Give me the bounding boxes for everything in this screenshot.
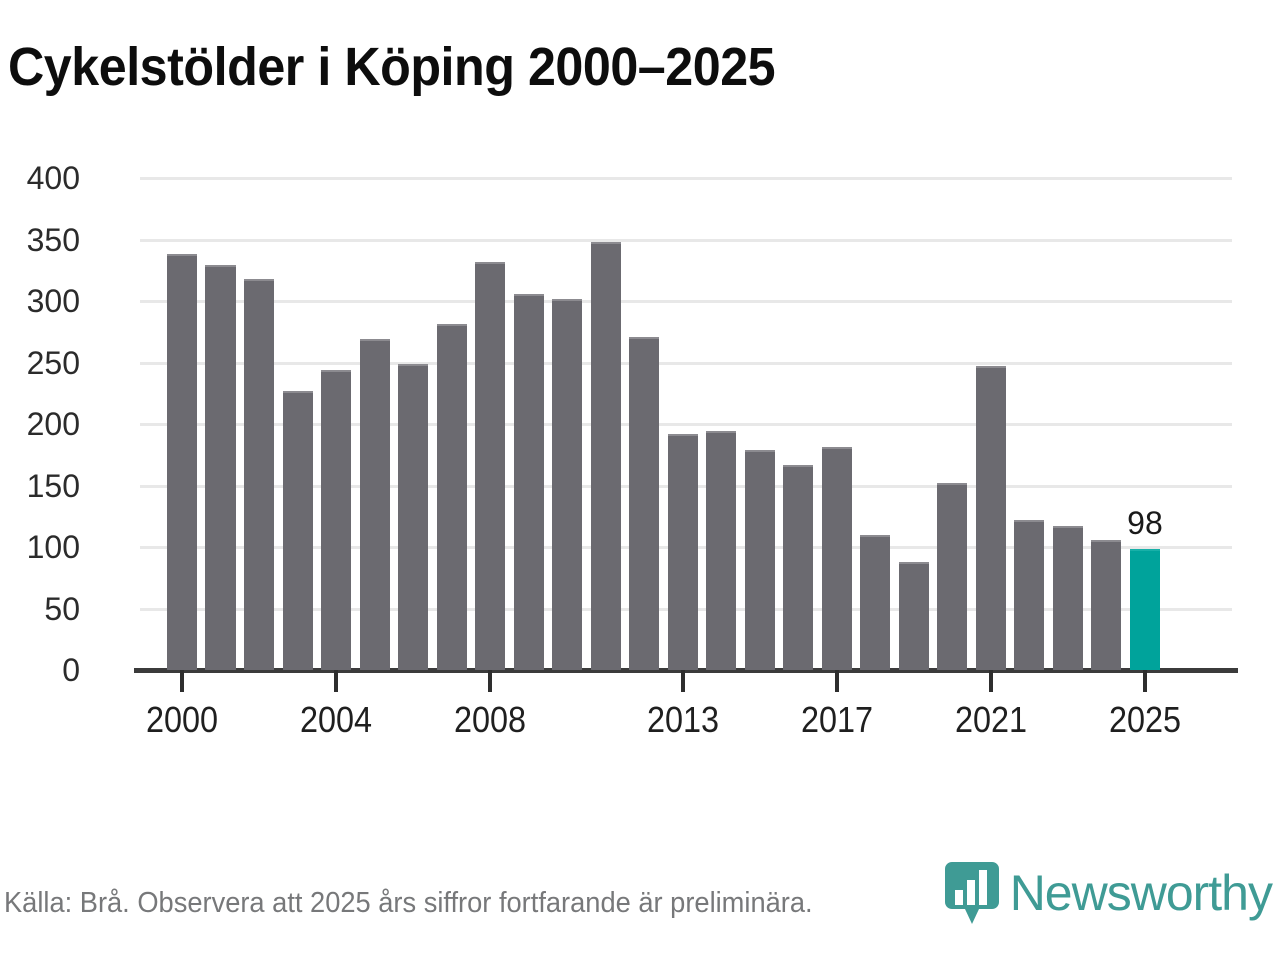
y-axis-tick-label: 0 <box>62 652 80 688</box>
bar-2002[interactable] <box>244 278 275 670</box>
newsworthy-logo[interactable]: Newsworthy <box>944 856 1273 930</box>
x-axis-tick-label: 2021 <box>954 699 1027 740</box>
x-axis-tick-label: 2025 <box>1108 699 1181 740</box>
bar-2023[interactable] <box>1052 526 1083 670</box>
axis-baseline <box>134 668 1238 673</box>
y-axis-tick-label: 100 <box>26 529 80 565</box>
bar-2017[interactable] <box>821 447 852 670</box>
x-axis-tick-label: 2000 <box>145 699 219 740</box>
bar-2006[interactable] <box>398 363 429 670</box>
bar-2018[interactable] <box>860 534 891 670</box>
bar-2021[interactable] <box>975 366 1006 670</box>
bar-2014[interactable] <box>706 431 737 670</box>
y-axis-tick-label: 150 <box>26 467 80 504</box>
x-axis-tick-label: 2008 <box>454 699 527 740</box>
bar-2013[interactable] <box>667 433 698 670</box>
gridline <box>140 361 1232 365</box>
page-title: Cykelstölder i Köping 2000–2025 <box>8 37 776 97</box>
bar-2008[interactable] <box>475 261 506 670</box>
bar-2015[interactable] <box>744 449 775 670</box>
x-axis-tick-label: 2004 <box>300 699 373 740</box>
y-axis-tick-label: 300 <box>26 283 80 319</box>
bar-2007[interactable] <box>436 324 467 670</box>
y-axis-tick-label: 350 <box>26 221 80 258</box>
bar-2024[interactable] <box>1091 539 1122 670</box>
bar-2022[interactable] <box>1014 519 1045 670</box>
bar-2025[interactable] <box>1129 549 1160 670</box>
gridline <box>140 177 1232 180</box>
x-axis-tick-mark <box>988 670 993 692</box>
bar-2000[interactable] <box>166 254 197 670</box>
bar-2009[interactable] <box>513 293 544 670</box>
y-axis-tick-label: 400 <box>26 160 80 196</box>
gridline <box>140 423 1232 426</box>
gridline <box>140 300 1232 303</box>
y-axis-tick-label: 250 <box>26 344 80 381</box>
x-axis-tick-mark <box>834 670 839 692</box>
newsworthy-bar-chart-bubble-icon <box>944 860 1000 926</box>
y-axis-tick-label: 200 <box>26 406 80 442</box>
bar-2003[interactable] <box>282 390 313 670</box>
y-axis-tick-label: 50 <box>44 590 80 627</box>
x-axis-tick-mark <box>1142 670 1147 692</box>
x-axis-tick-mark <box>680 670 685 692</box>
bar-2020[interactable] <box>937 483 968 670</box>
bar-2001[interactable] <box>205 265 236 670</box>
bar-value-label-2025: 98 <box>1127 505 1163 542</box>
bar-2010[interactable] <box>552 298 583 670</box>
plot-area: 0 50 100 150 200 250 300 350 400 98 2000 2004 2008 20… <box>27 162 1238 740</box>
bar-2019[interactable] <box>898 561 929 670</box>
x-axis-tick-mark <box>488 670 493 692</box>
bar-2004[interactable] <box>321 369 352 670</box>
gridline <box>140 238 1232 242</box>
x-axis-tick-mark <box>334 670 339 692</box>
bar-2011[interactable] <box>590 241 621 670</box>
x-axis-tick-mark <box>179 670 184 692</box>
x-axis-tick-label: 2013 <box>646 699 719 740</box>
bar-2005[interactable] <box>359 339 390 670</box>
bar-2016[interactable] <box>783 464 814 670</box>
brand-name: Newsworthy <box>1009 865 1273 921</box>
source-note: Källa: Brå. Observera att 2025 års siffr… <box>4 887 813 919</box>
bar-2012[interactable] <box>629 336 660 670</box>
x-axis-tick-label: 2017 <box>800 699 873 740</box>
